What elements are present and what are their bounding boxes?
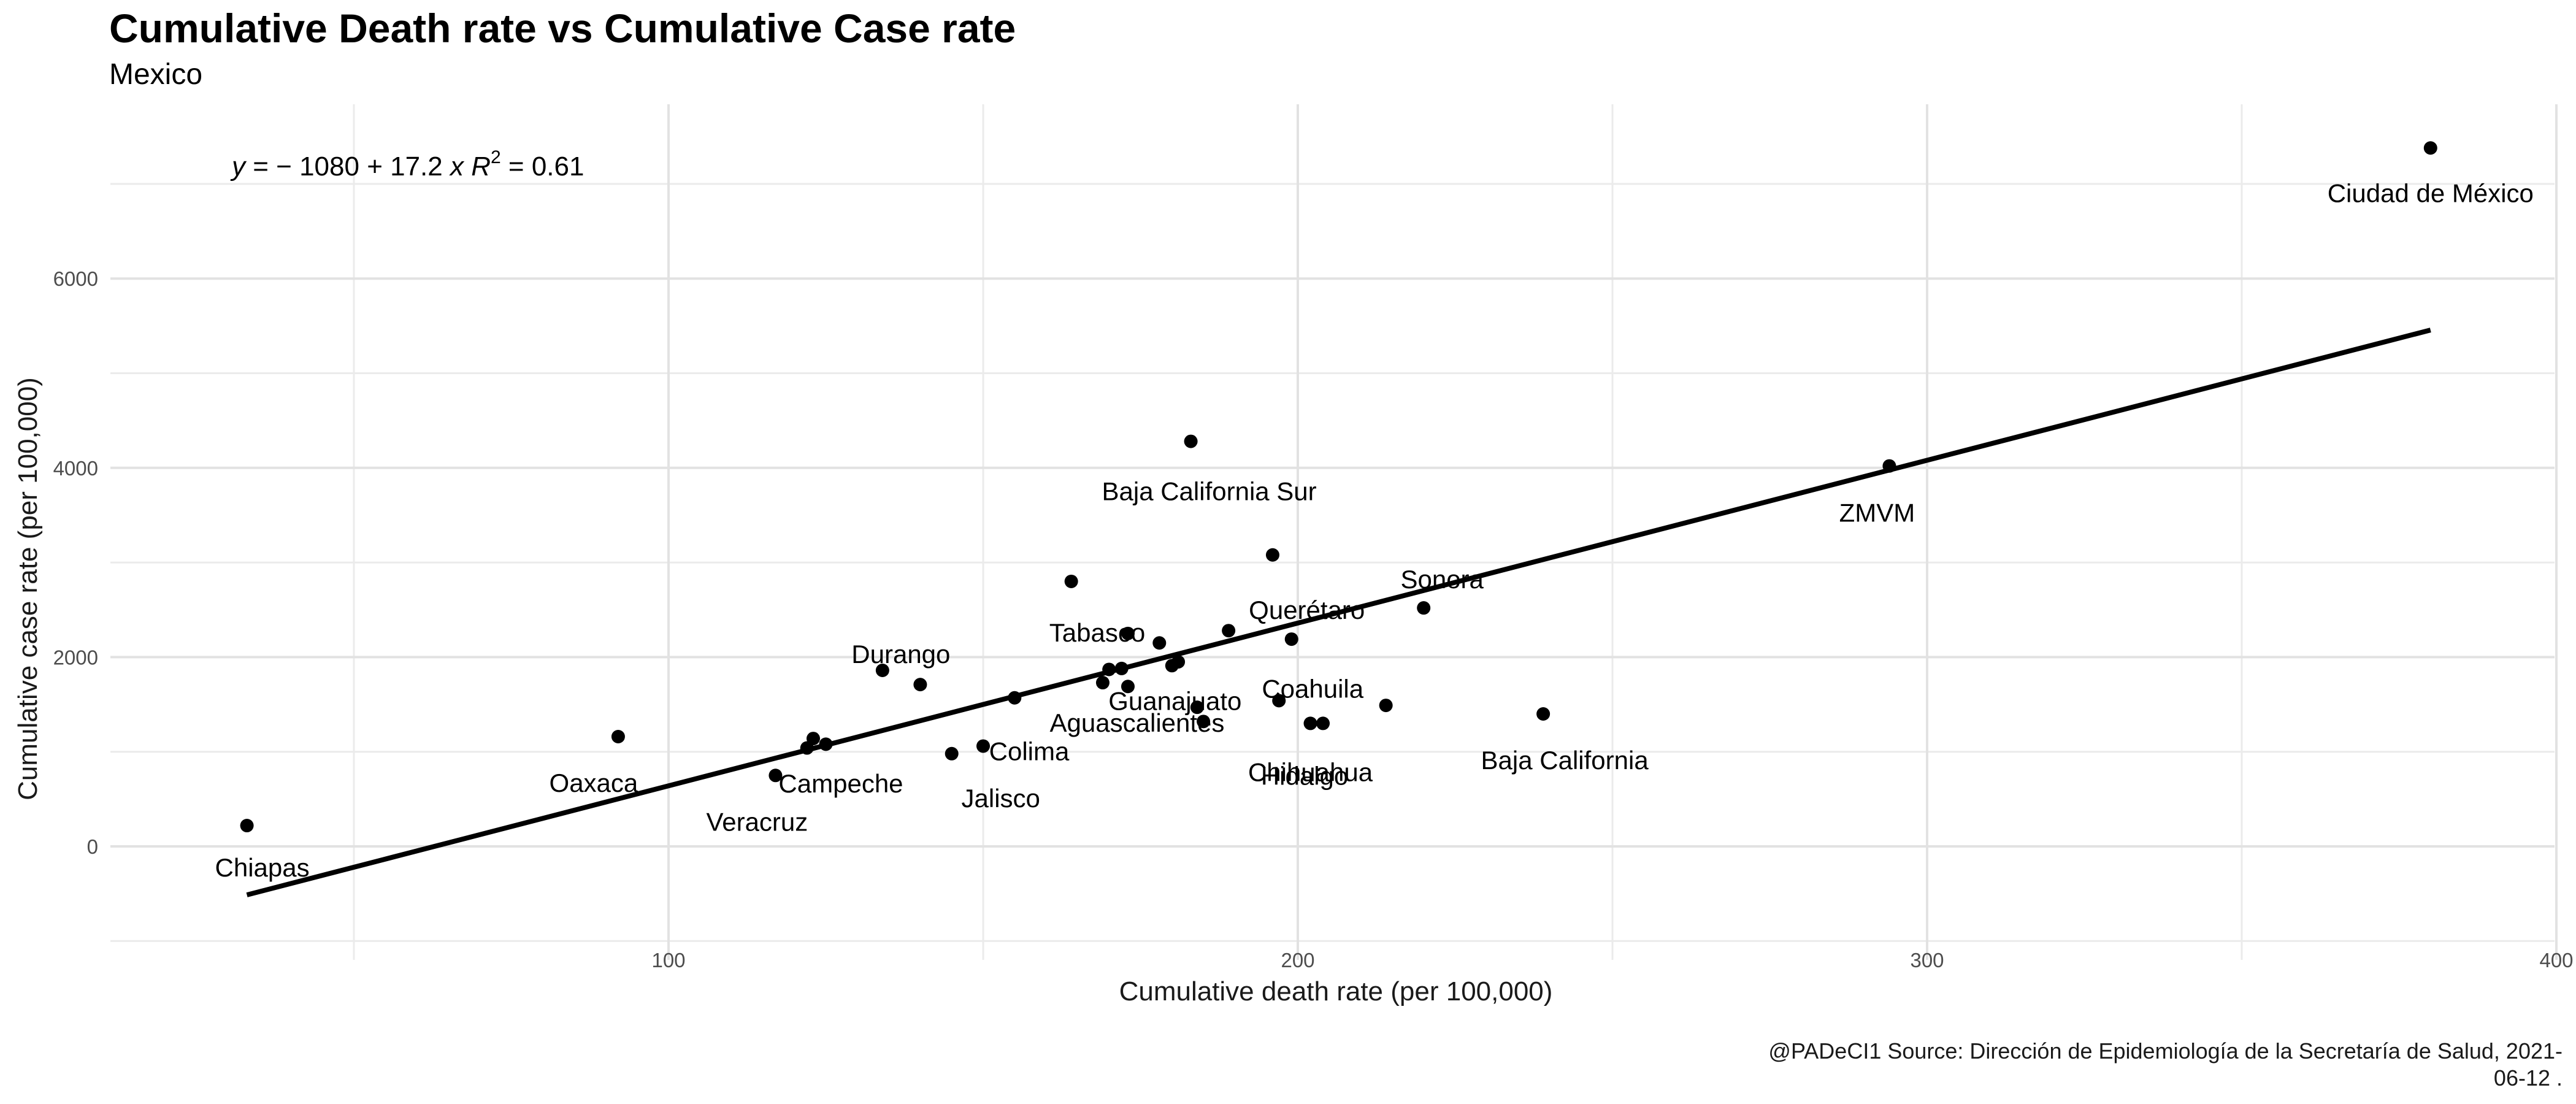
x-tick-label: 300 [1910, 949, 1944, 972]
point-label: Veracruz [707, 807, 808, 836]
data-point [1114, 661, 1129, 675]
point-label: Durango [851, 640, 950, 669]
x-tick-label: 400 [2539, 949, 2573, 972]
data-point [1095, 676, 1110, 690]
data-point [1064, 574, 1078, 588]
y-tick-label: 2000 [53, 646, 98, 669]
y-axis-label: Cumulative case rate (per 100,000) [13, 377, 43, 800]
y-tick-label: 6000 [53, 267, 98, 290]
point-label: Coahuila [1262, 674, 1363, 703]
data-point [1272, 694, 1286, 708]
data-point [1882, 459, 1896, 473]
point-label: Jalisco [962, 784, 1040, 813]
chart-subtitle: Mexico [109, 58, 203, 91]
chart-caption: @PADeCI1 Source: Dirección de Epidemiolo… [1768, 1038, 2563, 1091]
data-point [1184, 434, 1198, 448]
point-label: Chihuahua [1248, 757, 1373, 786]
point-label: Ciudad de México [2328, 178, 2534, 207]
data-point [769, 769, 783, 783]
regression-line [246, 328, 2431, 897]
data-point [1152, 636, 1167, 650]
point-label: Querétaro [1249, 596, 1365, 624]
regression-line-layer [246, 328, 2431, 897]
equation-part: 2 [491, 147, 501, 167]
x-tick-label: 200 [1281, 949, 1314, 972]
data-point [1121, 680, 1135, 694]
data-point [1316, 716, 1330, 730]
y-tick-label: 0 [87, 835, 98, 858]
data-point [1284, 632, 1298, 646]
equation-part: = 0.61 [501, 151, 585, 182]
data-point [1303, 716, 1317, 730]
point-labels: Ciudad de México ZMVM Baja California Sur C… [215, 178, 2534, 882]
y-tick-label: 4000 [53, 457, 98, 480]
point-label: Hidalgo [1261, 761, 1348, 790]
point-label: Chiapas [215, 853, 310, 882]
point-label: Baja California [1481, 746, 1649, 775]
x-tick-label: 100 [651, 949, 685, 972]
point-label: Colima [989, 737, 1070, 765]
data-point [1171, 655, 1186, 669]
data-point [1265, 548, 1279, 562]
data-points [240, 141, 2437, 833]
point-label: Guanajuato [1108, 686, 1241, 715]
equation-part: x [449, 151, 465, 182]
data-point [976, 739, 990, 753]
point-label: Aguascalientes [1050, 708, 1225, 737]
point-label: Campeche [778, 769, 903, 798]
data-point [1008, 691, 1022, 705]
equation-part: = [245, 151, 276, 182]
data-point [1222, 624, 1236, 638]
data-point [945, 746, 959, 761]
data-point [611, 730, 625, 744]
data-point [2423, 141, 2437, 155]
data-point [800, 741, 814, 755]
data-point [1417, 601, 1431, 615]
data-point [819, 737, 833, 751]
data-point [1190, 700, 1204, 715]
equation-part: y [230, 151, 247, 182]
data-point [1102, 662, 1116, 677]
data-point [913, 678, 927, 692]
data-point [1197, 715, 1211, 729]
major-gridlines [110, 104, 2558, 960]
equation-part [464, 151, 471, 182]
minor-gridlines [110, 104, 2555, 960]
data-point [240, 819, 254, 833]
data-point [1536, 707, 1551, 721]
point-label: Oaxaca [550, 769, 638, 797]
data-point [875, 664, 889, 678]
data-point [1121, 626, 1135, 640]
equation-part: 1080 + 17.2 [292, 151, 450, 182]
data-point [806, 732, 820, 746]
point-label: Baja California Sur [1102, 477, 1316, 506]
equation-part: − [276, 151, 292, 182]
point-label: Tabasco [1049, 618, 1145, 647]
equation-part: R [471, 151, 491, 182]
point-label: ZMVM [1839, 499, 1915, 527]
x-axis-label: Cumulative death rate (per 100,000) [1119, 976, 1553, 1006]
chart-title: Cumulative Death rate vs Cumulative Case… [109, 6, 1016, 51]
regression-equation: y = − 1080 + 17.2 x R2 = 0.61 [230, 147, 584, 182]
data-point [1379, 699, 1393, 713]
point-label: Sonora [1400, 565, 1484, 594]
